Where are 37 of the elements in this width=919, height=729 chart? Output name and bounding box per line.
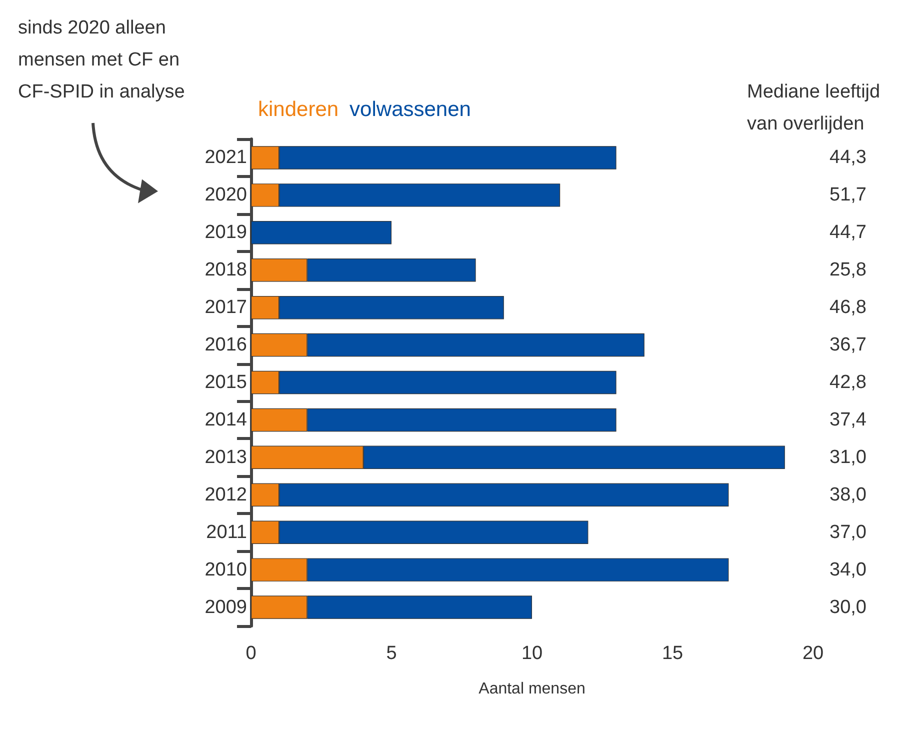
text: 34,0 (830, 559, 866, 580)
text: 44,7 (830, 222, 866, 244)
series-label: volwassenen (350, 98, 471, 121)
x-axis-title: Aantal mensen (478, 680, 586, 698)
text: 44,3 (830, 147, 866, 168)
x-tick-label: 5 (386, 643, 397, 664)
x-tick-label: 10 (521, 643, 543, 664)
y-tick-label: 2014 (204, 409, 248, 430)
text: 30,0 (830, 596, 866, 618)
y-tick-label: 2021 (204, 147, 247, 168)
text: 36,7 (830, 334, 866, 356)
text: 25,8 (830, 260, 866, 281)
series-label: kinderen (258, 98, 339, 121)
y-tick-label: 2011 (206, 522, 247, 543)
y-tick-label: 2020 (204, 184, 247, 206)
y-tick-label: 2012 (204, 484, 247, 506)
x-tick-label: 0 (246, 643, 256, 664)
y-tick-label: 2017 (204, 297, 247, 318)
text: 42,8 (830, 372, 866, 393)
text: 51,7 (830, 184, 866, 206)
y-tick-label: 2018 (204, 260, 247, 281)
text: 46,8 (830, 297, 866, 318)
text: 37,0 (830, 522, 866, 543)
y-tick-label: 2010 (204, 559, 247, 580)
y-tick-label: 2009 (204, 596, 247, 618)
y-tick-label: 2015 (204, 372, 247, 393)
text: 31,0 (830, 446, 866, 468)
bar (251, 221, 392, 244)
text: sinds 2020 alleen mensen met CF en CF-SPID in analyse (18, 18, 185, 102)
y-tick-label: 2019 (204, 222, 247, 244)
x-tick-label: 15 (662, 643, 684, 664)
text: 38,0 (830, 484, 866, 506)
y-tick-label: 2016 (204, 334, 247, 356)
x-tick-label: 20 (802, 643, 824, 664)
text: 37,4 (830, 409, 867, 430)
text: Mediane leeftijd van overlijden (747, 82, 886, 134)
y-tick-label: 2013 (204, 446, 247, 468)
